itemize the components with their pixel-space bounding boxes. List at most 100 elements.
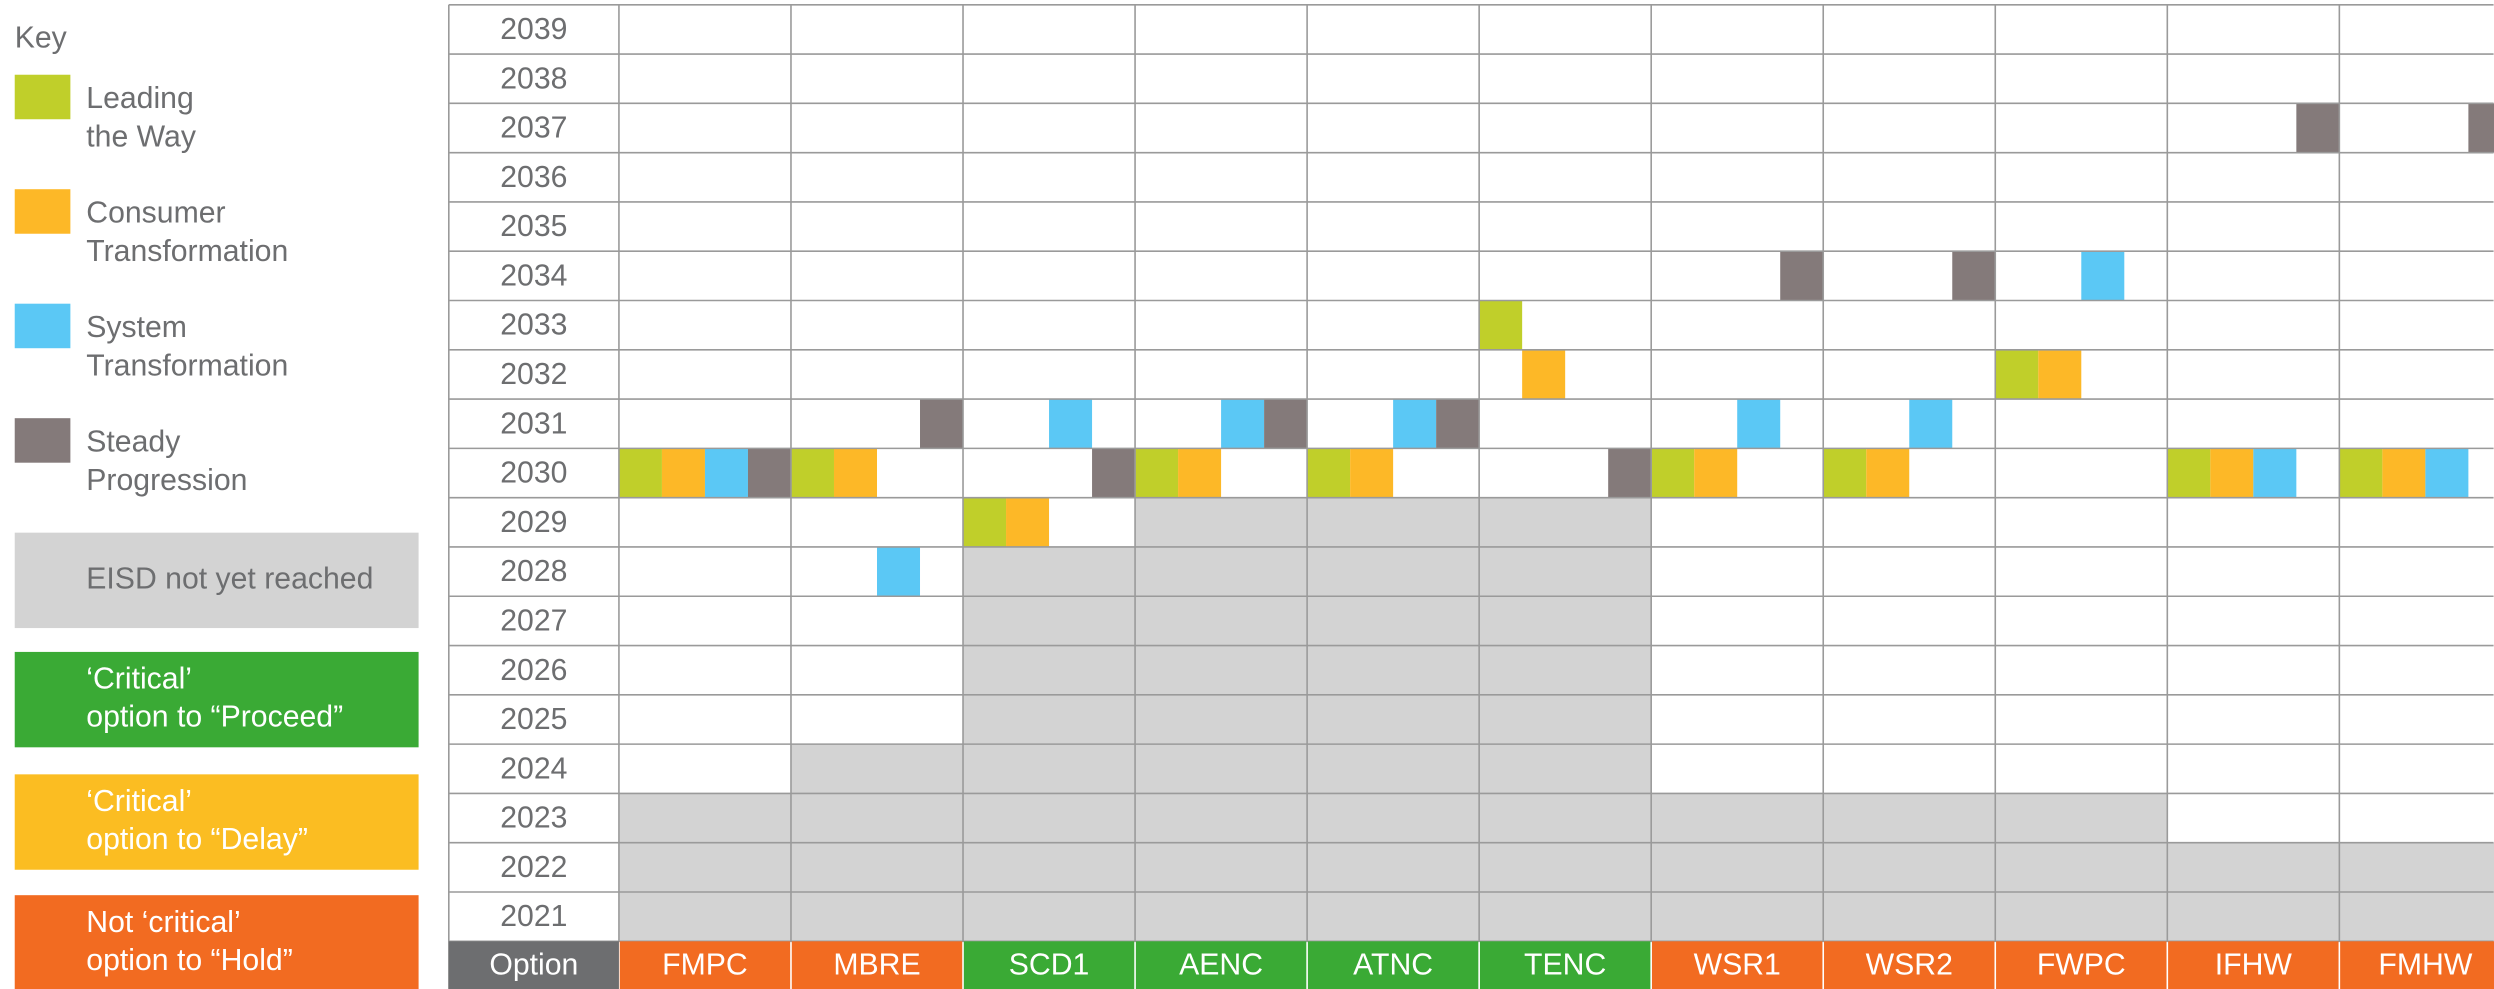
- scenario-marker: [1694, 448, 1738, 498]
- eisd-cell: [963, 546, 1136, 597]
- year-label: 2023: [500, 802, 567, 835]
- scenario-marker: [1866, 448, 1910, 498]
- eisd-cell: [1135, 497, 1308, 547]
- scenario-marker: [1221, 399, 1265, 449]
- status-label: option to “Proceed”: [86, 701, 343, 734]
- eisd-cell: [963, 596, 1136, 646]
- eisd-cell: [1823, 892, 1996, 942]
- scenario-marker: [2339, 448, 2383, 498]
- eisd-cell: [2339, 892, 2494, 942]
- eisd-cell: [1135, 744, 1308, 794]
- status-label: Not ‘critical’: [86, 906, 240, 939]
- option-label: IFHW: [2215, 949, 2293, 982]
- eisd-cell: [790, 793, 964, 843]
- scenario-marker: [2468, 103, 2494, 153]
- scenario-marker: [1651, 448, 1695, 498]
- year-label: 2036: [500, 161, 567, 194]
- status-label: ‘Critical’: [86, 785, 192, 818]
- scenario-marker: [1995, 349, 2039, 400]
- status-label: EISD not yet reached: [86, 562, 373, 595]
- key-swatch: [14, 418, 71, 463]
- scenario-marker: [1780, 251, 1824, 301]
- scenario-marker: [1909, 399, 1953, 449]
- key-title: Key: [15, 22, 68, 55]
- eisd-cell: [1479, 694, 1652, 745]
- option-cell: [1307, 941, 1479, 989]
- scenario-marker: [2210, 448, 2254, 498]
- year-label: 2024: [500, 752, 567, 785]
- scenario-marker: [1264, 399, 1308, 449]
- year-label: 2022: [500, 851, 567, 884]
- year-label: 2028: [500, 555, 567, 588]
- option-cell: [2340, 941, 2494, 989]
- eisd-cell: [1307, 744, 1480, 794]
- eisd-cell: [963, 842, 1136, 893]
- option-label: WSR1: [1694, 949, 1781, 982]
- scenario-marker: [2296, 103, 2340, 153]
- eisd-cell: [963, 793, 1136, 843]
- key-label: Transformation: [86, 349, 288, 382]
- eisd-cell: [618, 892, 791, 942]
- key-label: Transformation: [86, 235, 288, 268]
- scenario-marker: [2382, 448, 2426, 498]
- eisd-cell: [1651, 892, 1824, 942]
- eisd-cell: [1135, 645, 1308, 695]
- eisd-cell: [1135, 546, 1308, 597]
- year-label: 2033: [500, 309, 567, 342]
- year-label: 2034: [500, 259, 567, 292]
- eisd-cell: [963, 744, 1136, 794]
- eisd-cell: [1823, 842, 1996, 893]
- year-label: 2029: [500, 506, 567, 539]
- year-label: 2021: [500, 900, 567, 933]
- eisd-cell: [1135, 596, 1308, 646]
- scenario-marker: [747, 448, 791, 498]
- eisd-cell: [1307, 645, 1480, 695]
- scenario-marker: [833, 448, 877, 498]
- year-label: 2037: [500, 112, 567, 145]
- option-cell: [963, 941, 1135, 989]
- option-cell: [1651, 941, 1823, 989]
- status-box: [14, 774, 419, 870]
- eisd-cell: [1479, 546, 1652, 597]
- eisd-cell: [1307, 793, 1480, 843]
- status-box: [14, 651, 419, 748]
- eisd-cell: [618, 842, 791, 893]
- key-swatch: [14, 189, 71, 234]
- eisd-cell: [1135, 892, 1308, 942]
- scenario-marker: [1436, 399, 1480, 449]
- eisd-cell: [1307, 842, 1480, 893]
- scenario-marker: [1350, 448, 1394, 498]
- eisd-cell: [1307, 546, 1480, 597]
- option-label: WSR2: [1866, 949, 1953, 982]
- year-label: 2039: [500, 13, 567, 46]
- scenario-marker: [1608, 448, 1652, 498]
- option-label: MBRE: [833, 949, 920, 982]
- key-label: System: [86, 311, 187, 344]
- year-label: 2025: [500, 703, 567, 736]
- eisd-cell: [1995, 842, 2168, 893]
- eisd-cell: [1479, 793, 1652, 843]
- status-label: option to “Delay”: [86, 823, 308, 856]
- option-cell: [2168, 941, 2339, 989]
- option-label: TENC: [1524, 949, 1606, 982]
- option-cell: [1135, 941, 1307, 989]
- eisd-cell: [1479, 645, 1652, 695]
- key-swatch: [14, 303, 71, 349]
- eisd-cell: [790, 892, 964, 942]
- eisd-cell: [1307, 497, 1480, 547]
- eisd-cell: [1307, 694, 1480, 745]
- status-box: [14, 895, 419, 989]
- year-label: 2027: [500, 604, 567, 637]
- eisd-cell: [1995, 793, 2168, 843]
- option-label: FMHW: [2378, 949, 2472, 982]
- eisd-cell: [1651, 793, 1824, 843]
- eisd-cell: [963, 645, 1136, 695]
- eisd-cell: [1135, 793, 1308, 843]
- option-label: ATNC: [1353, 949, 1433, 982]
- eisd-cell: [963, 892, 1136, 942]
- option-label: SCD1: [1009, 949, 1090, 982]
- eisd-cell: [1479, 744, 1652, 794]
- key-label: Consumer: [86, 197, 225, 230]
- year-label: 2030: [500, 457, 567, 490]
